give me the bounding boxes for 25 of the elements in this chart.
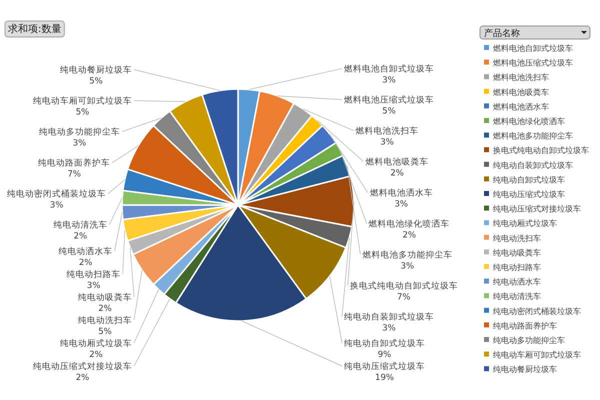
legend-label: 燃料电池洒水车 bbox=[493, 102, 549, 112]
legend-label: 纯电动餐厨垃圾车 bbox=[493, 365, 557, 374]
legend-label: 纯电动扫路车 bbox=[493, 263, 541, 272]
legend-label: 纯电动压缩式垃圾车 bbox=[493, 190, 565, 199]
legend-label: 纯电动自卸式垃圾车 bbox=[493, 175, 565, 184]
legend-label: 纯电动厢式垃圾车 bbox=[493, 219, 557, 228]
legend-title: 产品名称 bbox=[484, 28, 520, 39]
legend-label: 纯电动路面养护车 bbox=[493, 321, 557, 330]
legend-label: 纯电动洒水车 bbox=[493, 278, 541, 287]
legend-label: 燃料电池自卸式垃圾车 bbox=[493, 44, 573, 53]
legend-label: 换电式纯电动自卸式垃圾车 bbox=[493, 146, 589, 156]
legend-label: 燃料电池洗扫车 bbox=[493, 73, 549, 82]
legend-label: 纯电动清洗车 bbox=[493, 292, 541, 302]
legend-label: 燃料电池多功能抑尘车 bbox=[493, 132, 573, 141]
legend-label: 纯电动密闭式桶装垃圾车 bbox=[493, 306, 581, 316]
legend-label: 纯电动压缩式对接垃圾车 bbox=[493, 204, 581, 214]
legend-label: 纯电动车厢可卸式垃圾车 bbox=[493, 350, 581, 360]
legend-label: 燃料电池绿化喷洒车 bbox=[493, 117, 565, 126]
legend-label: 燃料电池吸粪车 bbox=[493, 88, 549, 97]
legend-label: 燃料电池压缩式垃圾车 bbox=[493, 58, 573, 68]
annotation: 求和项:数量 bbox=[4, 20, 65, 38]
legend-label: 纯电动吸粪车 bbox=[493, 248, 541, 258]
legend-label: 纯电动洗扫车 bbox=[493, 234, 541, 243]
legend-label: 纯电动多功能抑尘车 bbox=[493, 336, 565, 345]
legend-label: 纯电动自装卸式垃圾车 bbox=[493, 160, 573, 170]
